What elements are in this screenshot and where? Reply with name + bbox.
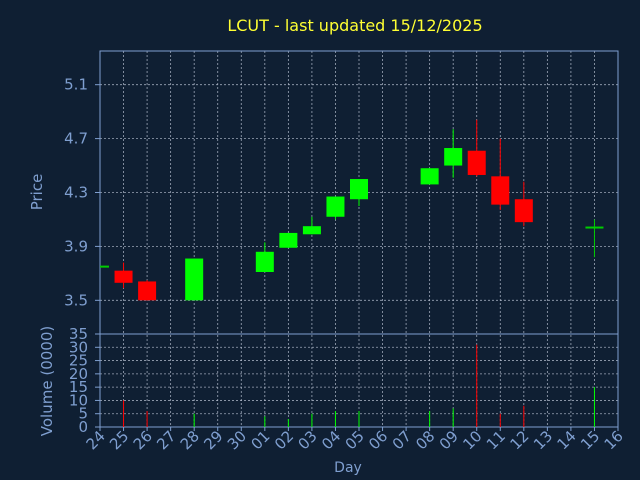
volume-tick-label: 30 — [69, 338, 88, 356]
candle-body — [585, 226, 604, 229]
day-tick-label: 02 — [271, 427, 297, 453]
volume-tick-label: 15 — [69, 378, 88, 396]
candle-body — [326, 196, 345, 217]
day-tick-label: 08 — [412, 427, 438, 453]
day-tick-label: 25 — [106, 427, 132, 453]
volume-tick-label: 0 — [78, 418, 88, 436]
day-tick-label: 27 — [153, 427, 179, 453]
price-tick-label: 4.7 — [64, 130, 88, 148]
day-tick-label: 30 — [224, 427, 250, 453]
day-tick-label: 12 — [506, 427, 532, 453]
price-axis-label: Price — [28, 174, 46, 211]
day-tick-label: 14 — [554, 427, 580, 453]
day-tick-label: 26 — [130, 427, 156, 453]
day-axis-label: Day — [334, 460, 362, 476]
volume-tick-label: 20 — [69, 365, 88, 383]
price-tick-label: 5.1 — [64, 76, 88, 94]
candle-body — [420, 168, 439, 185]
day-tick-label: 07 — [389, 427, 415, 453]
candle-body — [444, 148, 463, 166]
price-tick-label: 4.3 — [64, 184, 88, 202]
volume-tick-label: 25 — [69, 352, 88, 370]
candle-body — [114, 270, 133, 283]
day-tick-label: 29 — [200, 427, 226, 453]
day-tick-label: 03 — [295, 427, 321, 453]
day-tick-label: 15 — [577, 427, 603, 453]
candle-body — [279, 232, 298, 248]
candle-body — [467, 150, 486, 175]
day-tick-label: 01 — [247, 427, 273, 453]
day-tick-label: 13 — [530, 427, 556, 453]
day-tick-label: 11 — [483, 427, 509, 453]
candle-body — [138, 281, 157, 301]
x-axis: 2425262728293001020304050607080910111213… — [83, 427, 627, 453]
volume-axis-label: Volume (0000) — [38, 326, 56, 436]
day-tick-label: 06 — [365, 427, 391, 453]
price-panel: 3.5 3.9 4.3 4.7 5.1 — [64, 50, 619, 427]
volume-tick-label: 10 — [69, 391, 88, 409]
candle-body — [100, 265, 109, 268]
candle-body — [302, 226, 321, 235]
day-tick-label: 05 — [342, 427, 368, 453]
chart-title: LCUT - last updated 15/12/2025 — [227, 16, 482, 35]
day-tick-label: 09 — [436, 427, 462, 453]
day-tick-label: 04 — [318, 427, 344, 453]
candle-body — [185, 258, 204, 301]
day-tick-label: 28 — [177, 427, 203, 453]
price-tick-label: 3.9 — [64, 237, 88, 255]
candle-body — [491, 176, 510, 205]
candle-body — [255, 251, 274, 273]
day-tick-label: 16 — [601, 427, 627, 453]
candle-body — [514, 199, 533, 223]
candle-body — [350, 179, 368, 200]
day-tick-label: 10 — [459, 427, 485, 453]
price-tick-label: 3.5 — [64, 291, 88, 309]
volume-tick-label: 35 — [69, 325, 88, 343]
volume-tick-label: 5 — [78, 405, 88, 423]
